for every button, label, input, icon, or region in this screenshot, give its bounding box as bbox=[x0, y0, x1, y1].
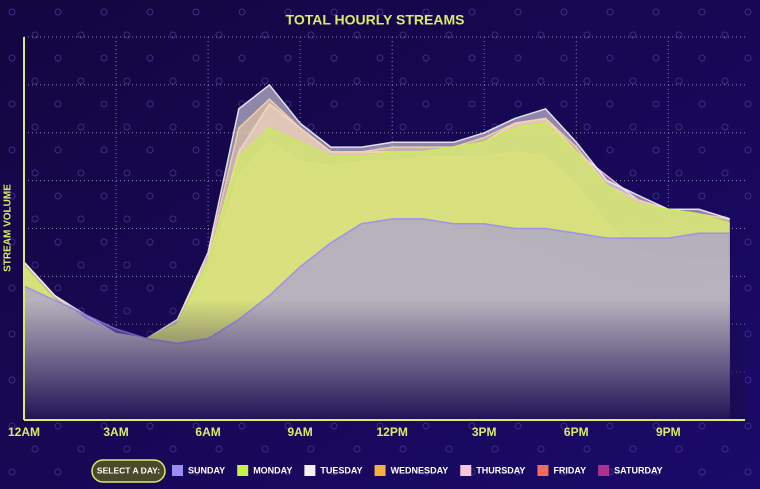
legend-title-pill bbox=[91, 459, 166, 483]
legend-label[interactable]: SATURDAY bbox=[614, 465, 663, 475]
area-fade bbox=[24, 300, 745, 420]
legend-swatch[interactable] bbox=[460, 465, 472, 476]
legend-swatch[interactable] bbox=[537, 465, 549, 476]
x-tick-label: 9AM bbox=[287, 425, 312, 439]
x-tick-label: 9PM bbox=[656, 425, 681, 439]
legend-label[interactable]: MONDAY bbox=[253, 465, 292, 475]
x-tick-label: 6AM bbox=[195, 425, 220, 439]
legend-label[interactable]: FRIDAY bbox=[553, 465, 586, 475]
legend-label[interactable]: THURSDAY bbox=[476, 465, 525, 475]
legend-swatch[interactable] bbox=[304, 465, 316, 476]
chart-title: TOTAL HOURLY STREAMS bbox=[286, 12, 465, 28]
x-tick-label: 12AM bbox=[8, 425, 40, 439]
legend-label[interactable]: SUNDAY bbox=[188, 465, 225, 475]
x-tick-label: 3PM bbox=[472, 425, 497, 439]
x-tick-label: 3AM bbox=[103, 425, 128, 439]
legend-label[interactable]: TUESDAY bbox=[320, 465, 362, 475]
x-tick-label: 12PM bbox=[376, 425, 407, 439]
legend-swatch[interactable] bbox=[598, 465, 610, 476]
y-axis-label: STREAM VOLUME bbox=[3, 184, 14, 272]
x-tick-label: 6PM bbox=[564, 425, 589, 439]
legend-swatch[interactable] bbox=[374, 465, 386, 476]
legend-title: SELECT A DAY: bbox=[97, 465, 160, 475]
legend-swatch[interactable] bbox=[237, 465, 249, 476]
legend-label[interactable]: WEDNESDAY bbox=[391, 465, 449, 475]
legend-swatch[interactable] bbox=[172, 465, 183, 476]
